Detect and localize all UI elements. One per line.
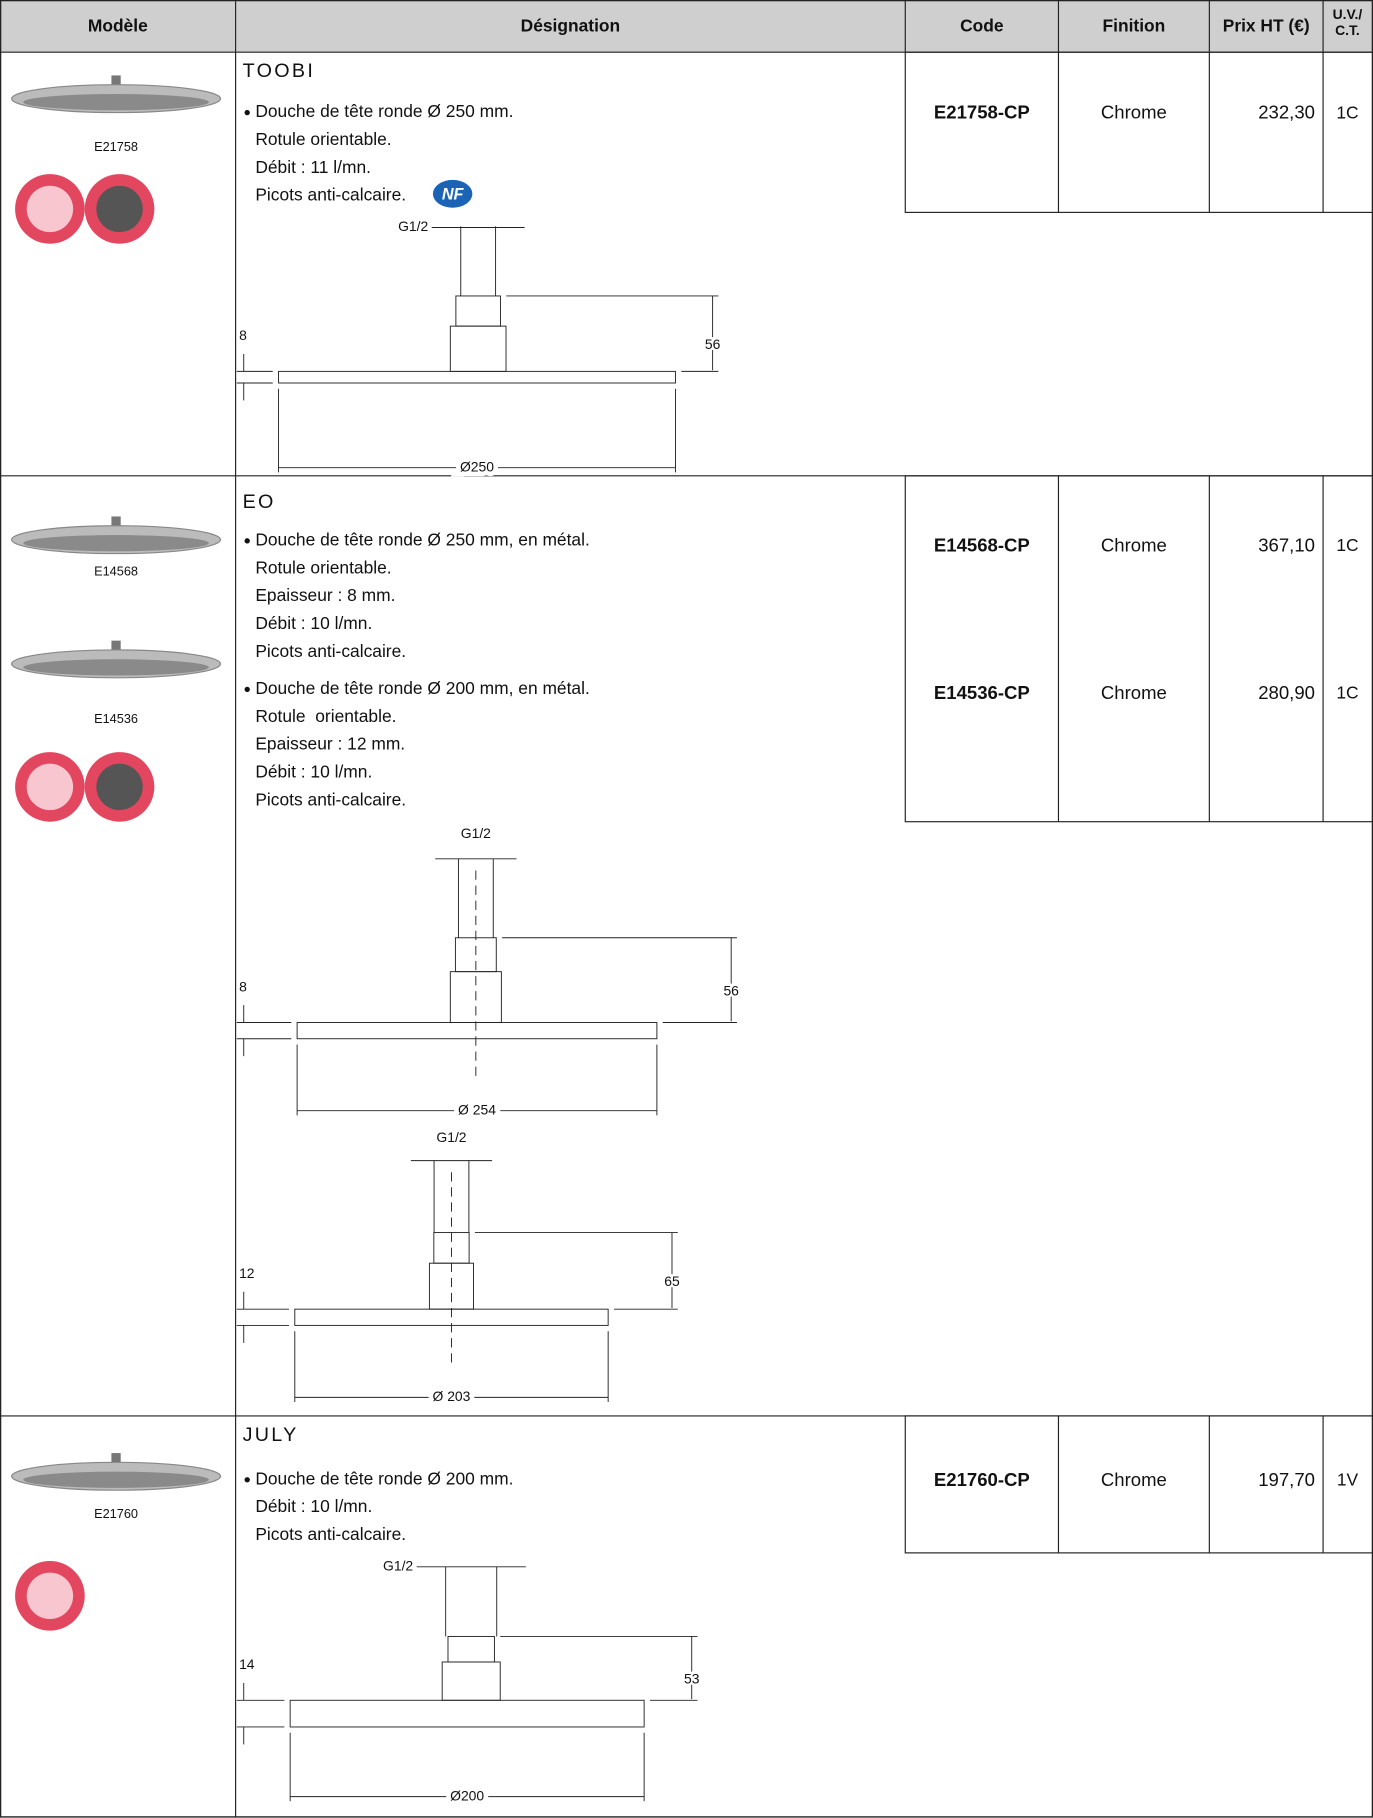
bullet-text: Douche de tête ronde Ø 250 mm. — [255, 101, 513, 121]
photo-stem — [111, 75, 121, 92]
dim-label: G1/2 — [436, 1129, 466, 1145]
photo-stem — [111, 1453, 121, 1470]
header-cell: Modèle — [88, 15, 148, 35]
bullet — [244, 1477, 250, 1483]
fitting-body — [449, 325, 507, 372]
header-cell: C.T. — [1335, 22, 1360, 38]
bullet-text: Débit : 11 l/mn. — [255, 157, 371, 177]
nf-badge — [432, 179, 473, 208]
photo-holes — [23, 659, 209, 676]
bullet-text: Débit : 10 l/mn. — [255, 613, 372, 633]
dim-label: Ø250 — [460, 458, 494, 474]
bullet-text: Picots anti-calcaire. — [255, 641, 406, 661]
bullet-text: Débit : 10 l/mn. — [255, 762, 372, 782]
fitting-body — [441, 1661, 501, 1701]
photo-holes — [23, 535, 209, 552]
header-cell: Prix HT (€) — [1223, 15, 1310, 35]
model-label: E21760 — [94, 1506, 138, 1521]
price: 232,30 — [1258, 102, 1315, 123]
price: 197,70 — [1258, 1469, 1315, 1490]
product-name: EO — [243, 491, 276, 513]
code: E21760-CP — [934, 1469, 1030, 1490]
uv: 1C — [1336, 535, 1358, 555]
code: E21758-CP — [934, 102, 1030, 123]
bullet — [244, 109, 250, 116]
dim-label: Ø 254 — [458, 1101, 496, 1117]
nf-label: NF — [442, 185, 465, 203]
dim-label: 56 — [723, 982, 739, 998]
model-label: E14536 — [94, 711, 138, 726]
dim-label: Ø200 — [450, 1787, 484, 1803]
header-cell: Désignation — [521, 15, 621, 35]
code: E14536-CP — [934, 682, 1030, 703]
bullet — [244, 686, 250, 693]
photo-holes — [23, 1471, 209, 1488]
bullet-text: Douche de tête ronde Ø 250 mm, en métal. — [255, 529, 589, 549]
uv: 1C — [1336, 102, 1358, 122]
ref-box — [904, 475, 1373, 823]
feature-icon-inner — [26, 1572, 74, 1620]
uv: 1C — [1336, 683, 1358, 703]
plate — [296, 1022, 658, 1040]
bullet-text: Rotule orientable. — [255, 129, 391, 149]
model-label: E14568 — [94, 564, 138, 579]
photo-stem — [111, 640, 121, 657]
bullet-text: Epaisseur : 12 mm. — [255, 734, 405, 754]
fitting-nut — [447, 1635, 495, 1663]
feature-icon-inner — [26, 185, 74, 233]
dim-label: 8 — [239, 327, 247, 343]
feature-icon-inner — [26, 763, 74, 811]
dim-label: Ø 203 — [433, 1388, 471, 1404]
price: 367,10 — [1258, 535, 1315, 556]
dim-label: 14 — [239, 1656, 255, 1672]
finish: Chrome — [1101, 535, 1167, 556]
header-cell: Finition — [1103, 15, 1166, 35]
dim-label: G1/2 — [398, 218, 428, 234]
plate — [278, 370, 676, 384]
product-name: TOOBI — [243, 60, 316, 82]
model-label: E21758 — [94, 139, 138, 154]
finish: Chrome — [1101, 682, 1167, 703]
dim-label: 12 — [239, 1265, 255, 1281]
bullet-text: Picots anti-calcaire. — [255, 185, 406, 205]
bullet-text: Débit : 10 l/mn. — [255, 1496, 372, 1516]
header-cell: U.V./ — [1333, 6, 1363, 22]
bullet — [244, 538, 250, 544]
bullet-text: Douche de tête ronde Ø 200 mm, en métal. — [255, 678, 589, 698]
bullet-text: Picots anti-calcaire. — [255, 789, 406, 809]
dim-label: G1/2 — [383, 1557, 413, 1573]
product-name: JULY — [243, 1424, 299, 1446]
header-bg — [0, 0, 1373, 53]
finish: Chrome — [1101, 1469, 1167, 1490]
bullet-text: Epaisseur : 8 mm. — [255, 585, 395, 605]
plate — [289, 1699, 645, 1728]
price: 280,90 — [1258, 682, 1315, 703]
feature-icon-inner — [96, 185, 143, 233]
dim-label: 56 — [705, 336, 721, 352]
finish: Chrome — [1101, 102, 1167, 123]
fitting-nut — [455, 295, 501, 327]
bullet-text: Rotule orientable. — [255, 706, 396, 726]
code: E14568-CP — [934, 535, 1030, 556]
dim-label: 8 — [239, 978, 247, 994]
bullet-text: Picots anti-calcaire. — [255, 1524, 406, 1544]
ref-box — [904, 51, 1373, 213]
dim-label: G1/2 — [461, 825, 491, 841]
bullet-text: Rotule orientable. — [255, 557, 391, 577]
uv: 1V — [1337, 1470, 1359, 1490]
dim-label: 53 — [684, 1671, 700, 1687]
photo-stem — [111, 516, 121, 533]
feature-icon-inner — [96, 763, 143, 811]
dim-label: 65 — [664, 1273, 680, 1289]
header-cell: Code — [960, 15, 1004, 35]
bullet-text: Douche de tête ronde Ø 200 mm. — [255, 1468, 513, 1488]
photo-holes — [23, 94, 209, 111]
